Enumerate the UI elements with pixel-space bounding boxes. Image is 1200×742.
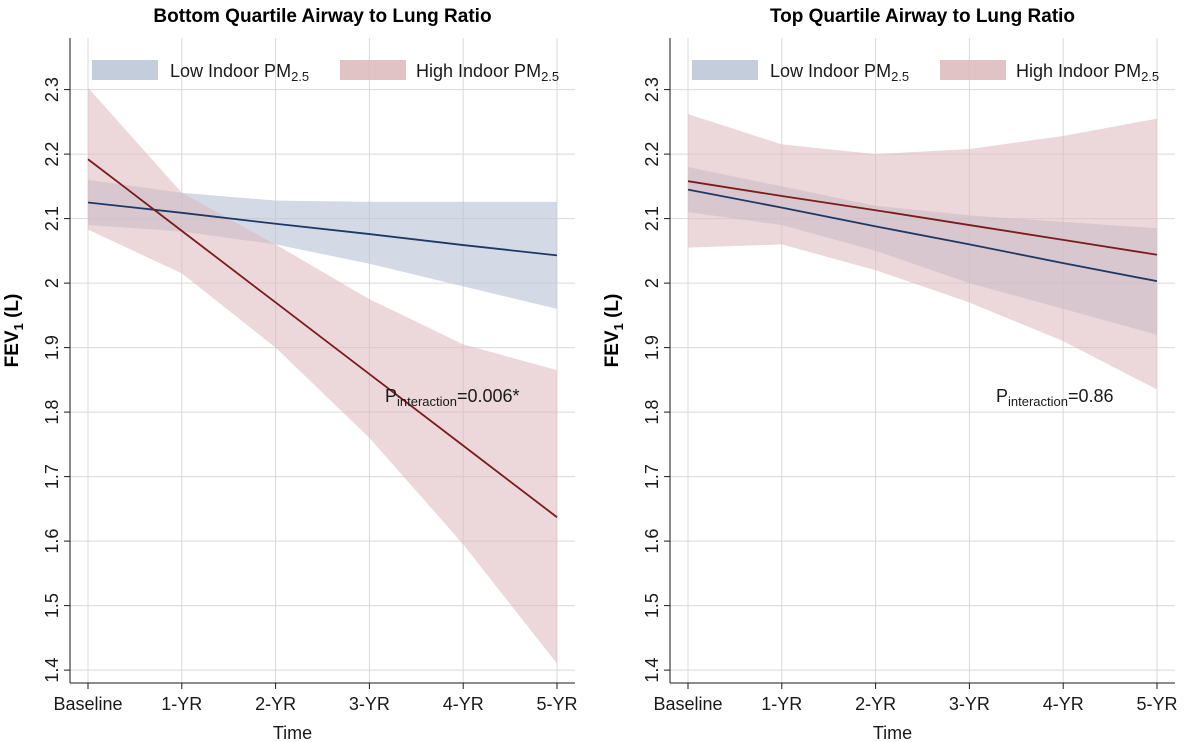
y-tick-label: 1.6: [42, 529, 62, 554]
x-tick-label: 4-YR: [1043, 694, 1084, 714]
legend-label-low: Low Indoor PM2.5: [170, 61, 309, 84]
y-tick-label: 2.3: [42, 77, 62, 102]
y-axis-title: FEV1 (L): [602, 294, 626, 368]
legend-item-low: Low Indoor PM2.5: [92, 60, 309, 84]
y-tick-label: 2.2: [642, 142, 662, 167]
y-tick-label: 2.3: [642, 77, 662, 102]
y-tick-label: 2.2: [42, 142, 62, 167]
y-tick-label: 1.7: [42, 464, 62, 489]
x-tick-label: Baseline: [653, 694, 722, 714]
legend-label-high: High Indoor PM2.5: [1016, 61, 1159, 84]
x-tick-label: 1-YR: [161, 694, 202, 714]
legend-swatch-high: [940, 60, 1006, 80]
y-tick-label: 1.4: [642, 658, 662, 683]
y-tick-label: 2.1: [42, 206, 62, 231]
panel-title: Top Quartile Airway to Lung Ratio: [770, 6, 1075, 27]
legend-swatch-low: [692, 60, 758, 80]
x-tick-label: Baseline: [53, 694, 122, 714]
y-tick-label: 1.8: [642, 400, 662, 425]
y-tick-label: 1.7: [642, 464, 662, 489]
x-tick-label: 5-YR: [1136, 694, 1177, 714]
y-tick-label: 2: [642, 278, 662, 288]
y-tick-label: 2.1: [642, 206, 662, 231]
y-tick-label: 1.6: [642, 529, 662, 554]
legend-label-high: High Indoor PM2.5: [416, 61, 559, 84]
x-tick-label: 2-YR: [855, 694, 896, 714]
x-axis-title: Time: [873, 723, 912, 742]
y-tick-label: 1.5: [42, 593, 62, 618]
legend-label-low: Low Indoor PM2.5: [770, 61, 909, 84]
x-tick-label: 3-YR: [949, 694, 990, 714]
y-tick-label: 1.8: [42, 400, 62, 425]
legend-swatch-high: [340, 60, 406, 80]
x-tick-label: 4-YR: [443, 694, 484, 714]
ci-band-high: [688, 114, 1157, 390]
p-interaction-annotation: Pinteraction=0.86: [996, 386, 1114, 409]
chart-panel-1: Bottom Quartile Airway to Lung Ratio 1.4 1…: [2, 6, 578, 742]
p-interaction-annotation: Pinteraction=0.006*: [385, 386, 520, 409]
x-tick-label: 5-YR: [536, 694, 577, 714]
panel-title: Bottom Quartile Airway to Lung Ratio: [153, 6, 491, 27]
series-line-low: [87, 201, 558, 257]
y-tick-label: 1.9: [42, 335, 62, 360]
series-line-high: [687, 180, 1158, 256]
legend-item-high: High Indoor PM2.5: [940, 60, 1159, 84]
series-line-high: [87, 158, 558, 518]
x-tick-label: 2-YR: [255, 694, 296, 714]
chart-panel-2: Top Quartile Airway to Lung Ratio 1.4 1.5 1…: [602, 6, 1178, 742]
legend-item-high: High Indoor PM2.5: [340, 60, 559, 84]
x-tick-label: 1-YR: [761, 694, 802, 714]
y-axis-title: FEV1 (L): [2, 294, 26, 368]
x-axis-title: Time: [273, 723, 312, 742]
y-tick-label: 1.5: [642, 593, 662, 618]
y-tick-label: 1.9: [642, 335, 662, 360]
y-tick-label: 1.4: [42, 658, 62, 683]
legend-item-low: Low Indoor PM2.5: [692, 60, 909, 84]
series-line-low: [687, 188, 1158, 283]
legend-swatch-low: [92, 60, 158, 80]
x-tick-label: 3-YR: [349, 694, 390, 714]
ci-band-high: [88, 87, 557, 664]
y-tick-label: 2: [42, 278, 62, 288]
